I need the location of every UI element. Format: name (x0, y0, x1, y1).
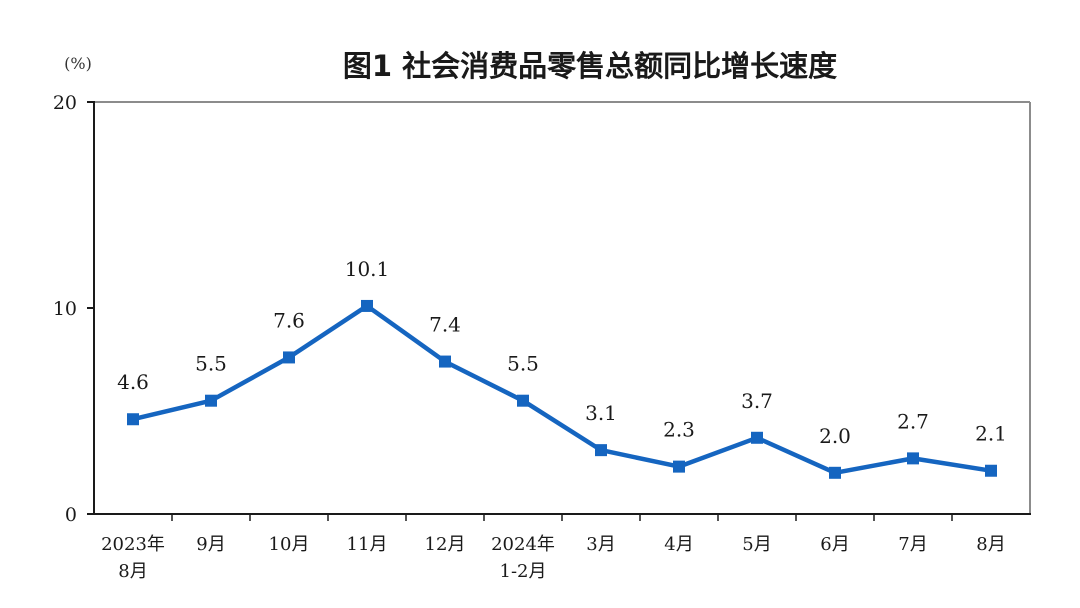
data-label: 5.5 (507, 352, 539, 376)
x-tick-label: 4月 (664, 534, 693, 555)
chart-title: 图1 社会消费品零售总额同比增长速度 (343, 49, 837, 83)
x-tick-label: 12月 (425, 534, 466, 555)
data-point-marker (361, 299, 373, 312)
y-axis-unit: (%) (64, 54, 92, 73)
series-line (130, 303, 994, 476)
plot-frame (93, 101, 1031, 515)
data-label: 3.7 (741, 389, 773, 413)
x-tick-label: 8月 (976, 534, 1005, 555)
x-axis-ticks: 2023年 8月 9月 10月 11月 12月 2024年 1-2月 3月 4月 5月 6月 7月 8月 (101, 514, 1006, 582)
data-label: 5.5 (195, 352, 227, 376)
data-point-marker (985, 464, 997, 477)
x-tick-label: 10月 (269, 534, 310, 555)
x-tick-label: 2023年 (101, 534, 165, 555)
data-label: 2.1 (975, 422, 1007, 446)
data-label: 4.6 (117, 370, 149, 394)
x-tick-label: 9月 (196, 534, 225, 555)
y-tick-label: 20 (53, 92, 77, 114)
data-point-marker (751, 431, 763, 444)
data-label: 7.6 (273, 308, 305, 332)
x-tick-label: 7月 (898, 534, 927, 555)
data-point-marker (205, 394, 217, 407)
data-point-marker (595, 444, 607, 457)
x-tick-label: 3月 (586, 534, 615, 555)
data-label: 2.7 (897, 409, 929, 433)
data-labels: 4.6 5.5 7.6 10.1 7.4 5.5 3.1 2.3 3.7 2.0 2.7 2.1 (117, 257, 1007, 448)
data-point-marker (127, 413, 139, 426)
data-label: 7.4 (429, 313, 461, 337)
x-tick-label: 6月 (820, 534, 849, 555)
x-tick-label: 8月 (118, 561, 147, 582)
data-point-marker (829, 466, 841, 479)
data-points (127, 299, 997, 479)
data-point-marker (673, 460, 685, 473)
y-axis-ticks: 0 10 20 (53, 92, 94, 526)
data-label: 2.3 (663, 418, 695, 442)
data-point-marker (283, 351, 295, 364)
data-label: 3.1 (585, 401, 617, 425)
data-point-marker (439, 355, 451, 368)
x-tick-label: 5月 (742, 534, 771, 555)
y-tick-label: 10 (53, 298, 77, 320)
data-point-marker (517, 394, 529, 407)
x-tick-label: 2024年 (491, 534, 555, 555)
x-tick-label: 11月 (347, 534, 388, 555)
x-tick-label: 1-2月 (500, 561, 547, 582)
data-point-marker (907, 452, 919, 465)
data-label: 2.0 (819, 424, 851, 448)
data-label: 10.1 (345, 257, 390, 281)
series-line-layer (130, 303, 994, 476)
y-tick-label: 0 (65, 504, 77, 526)
